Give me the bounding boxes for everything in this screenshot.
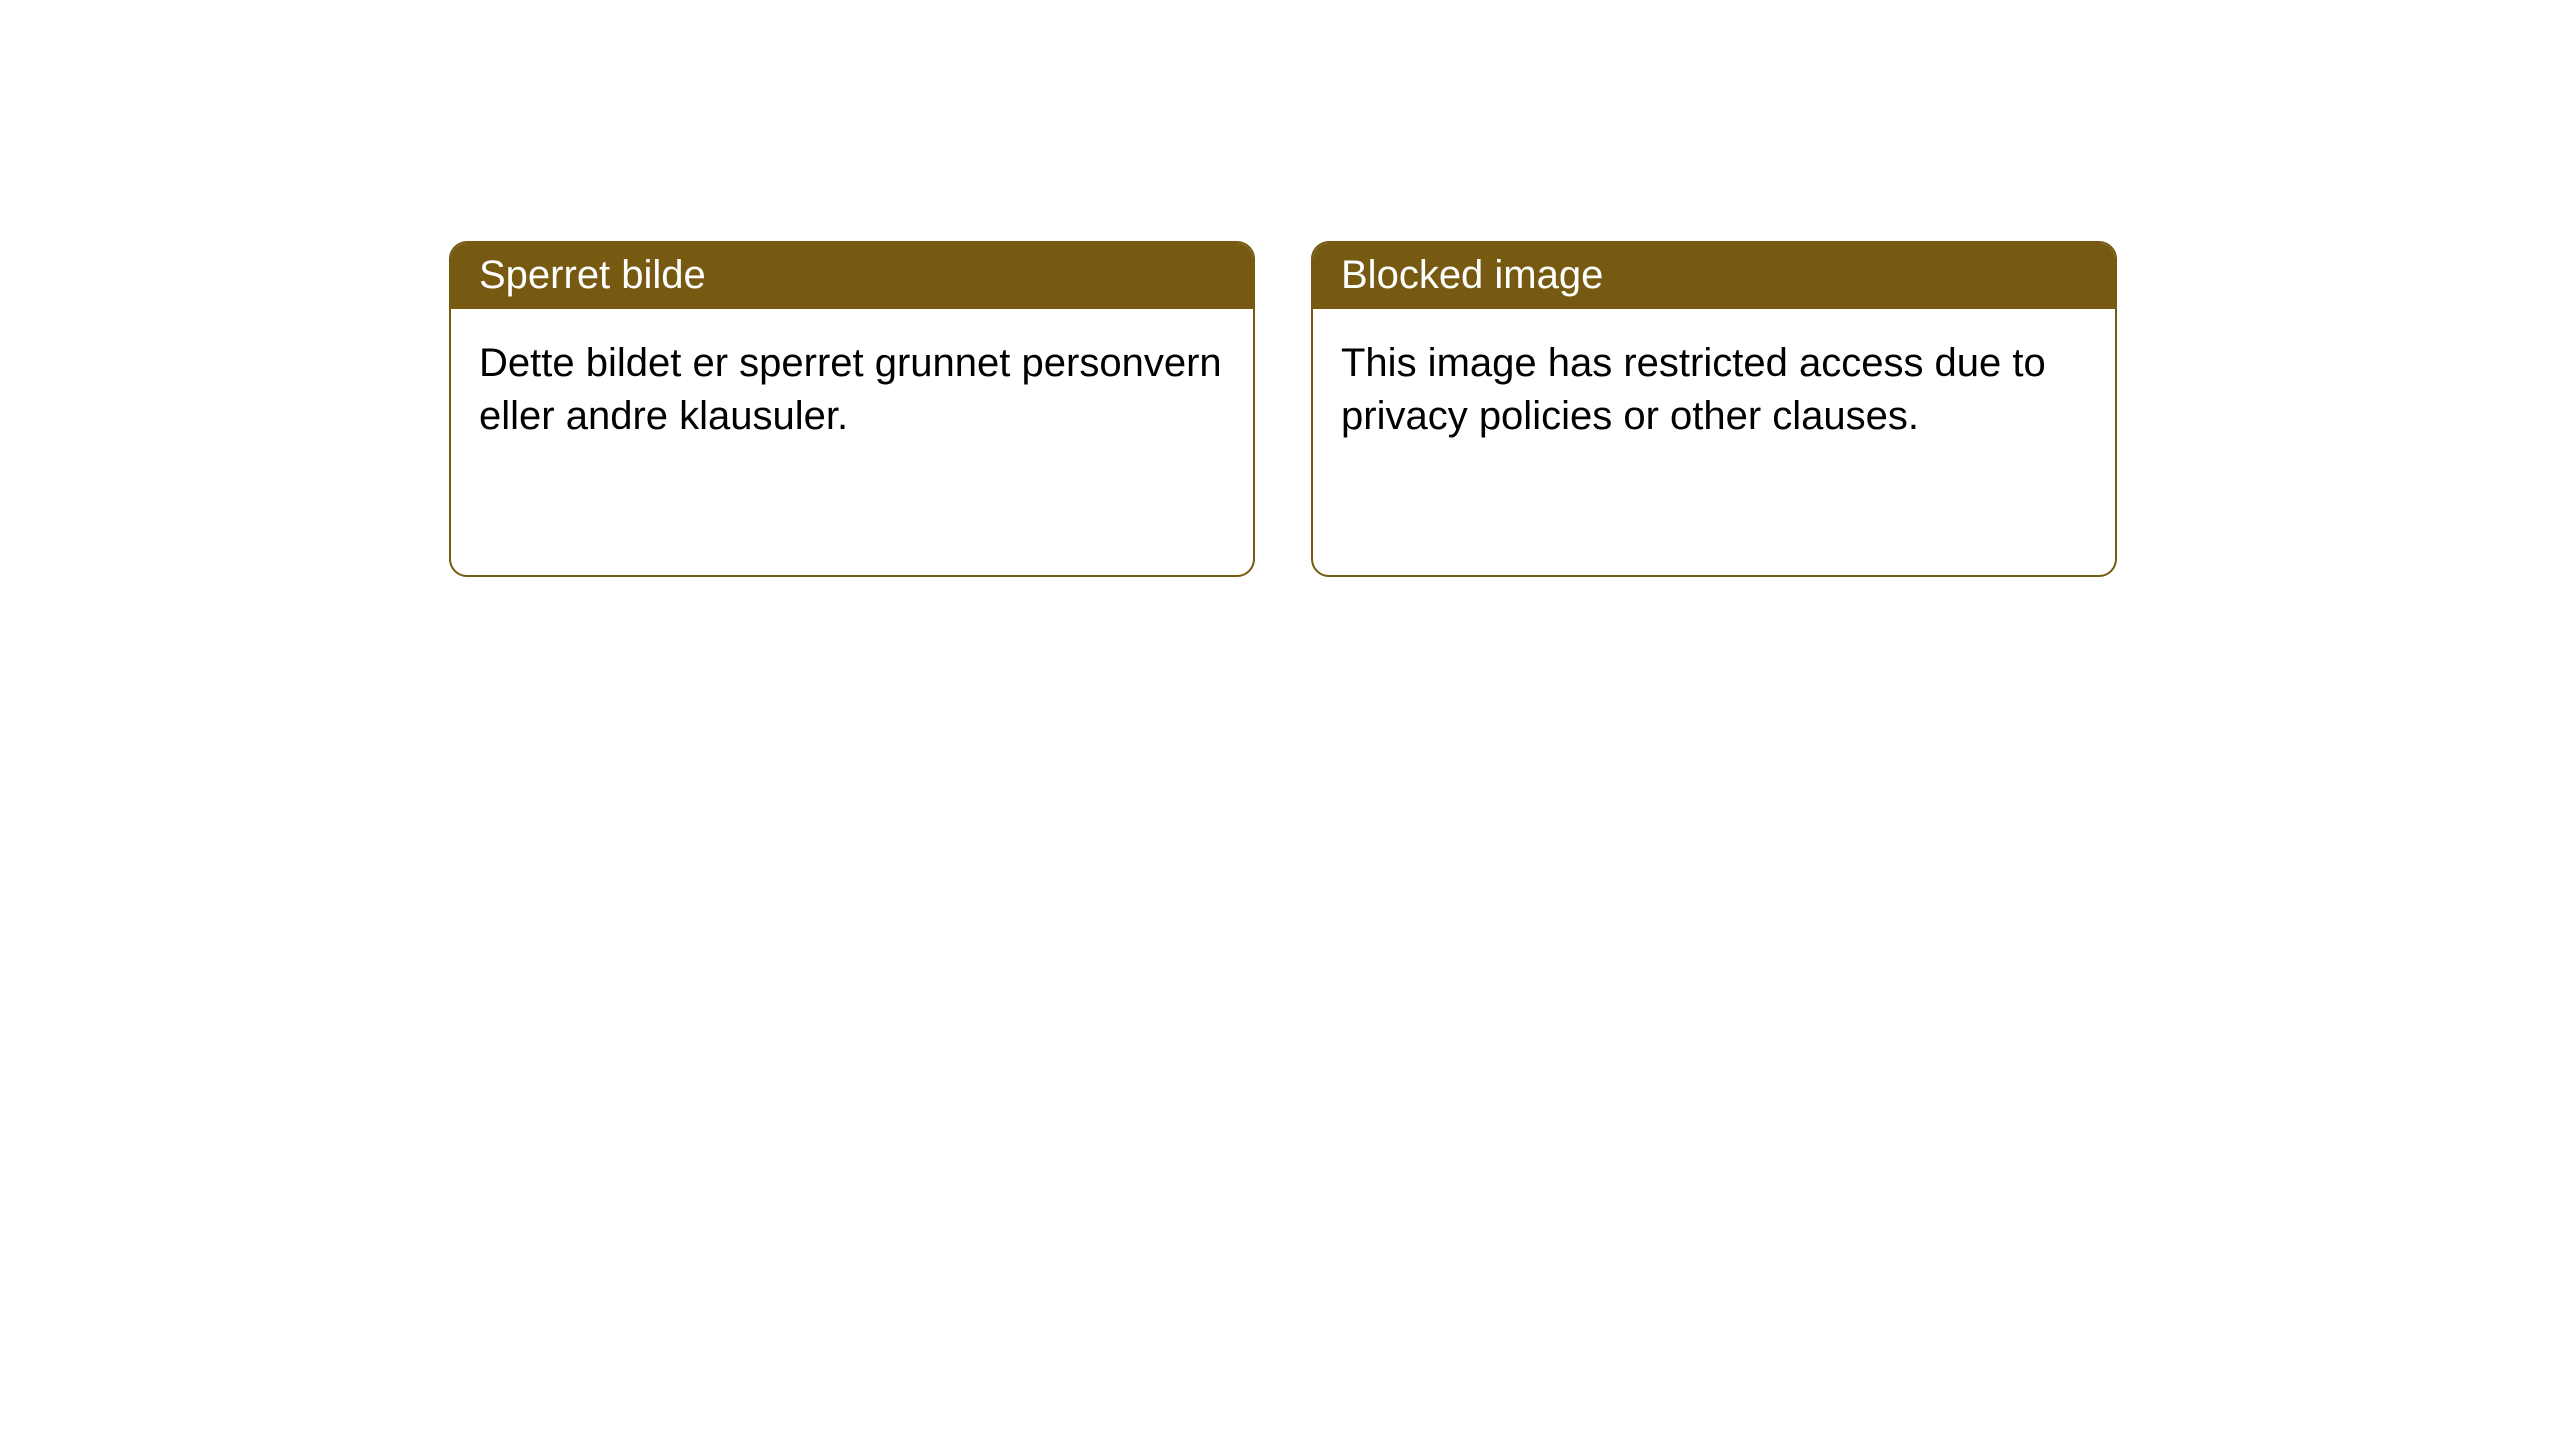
card-body-en: This image has restricted access due to … [1313,309,2115,471]
notice-card-en: Blocked image This image has restricted … [1311,241,2117,577]
card-header-no: Sperret bilde [451,243,1253,309]
notice-card-no: Sperret bilde Dette bildet er sperret gr… [449,241,1255,577]
notice-cards-container: Sperret bilde Dette bildet er sperret gr… [449,241,2117,577]
card-body-no: Dette bildet er sperret grunnet personve… [451,309,1253,471]
card-header-en: Blocked image [1313,243,2115,309]
